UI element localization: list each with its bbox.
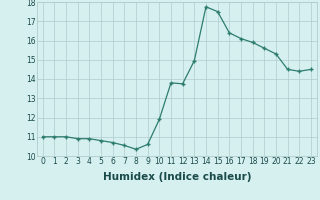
X-axis label: Humidex (Indice chaleur): Humidex (Indice chaleur) xyxy=(102,172,251,182)
